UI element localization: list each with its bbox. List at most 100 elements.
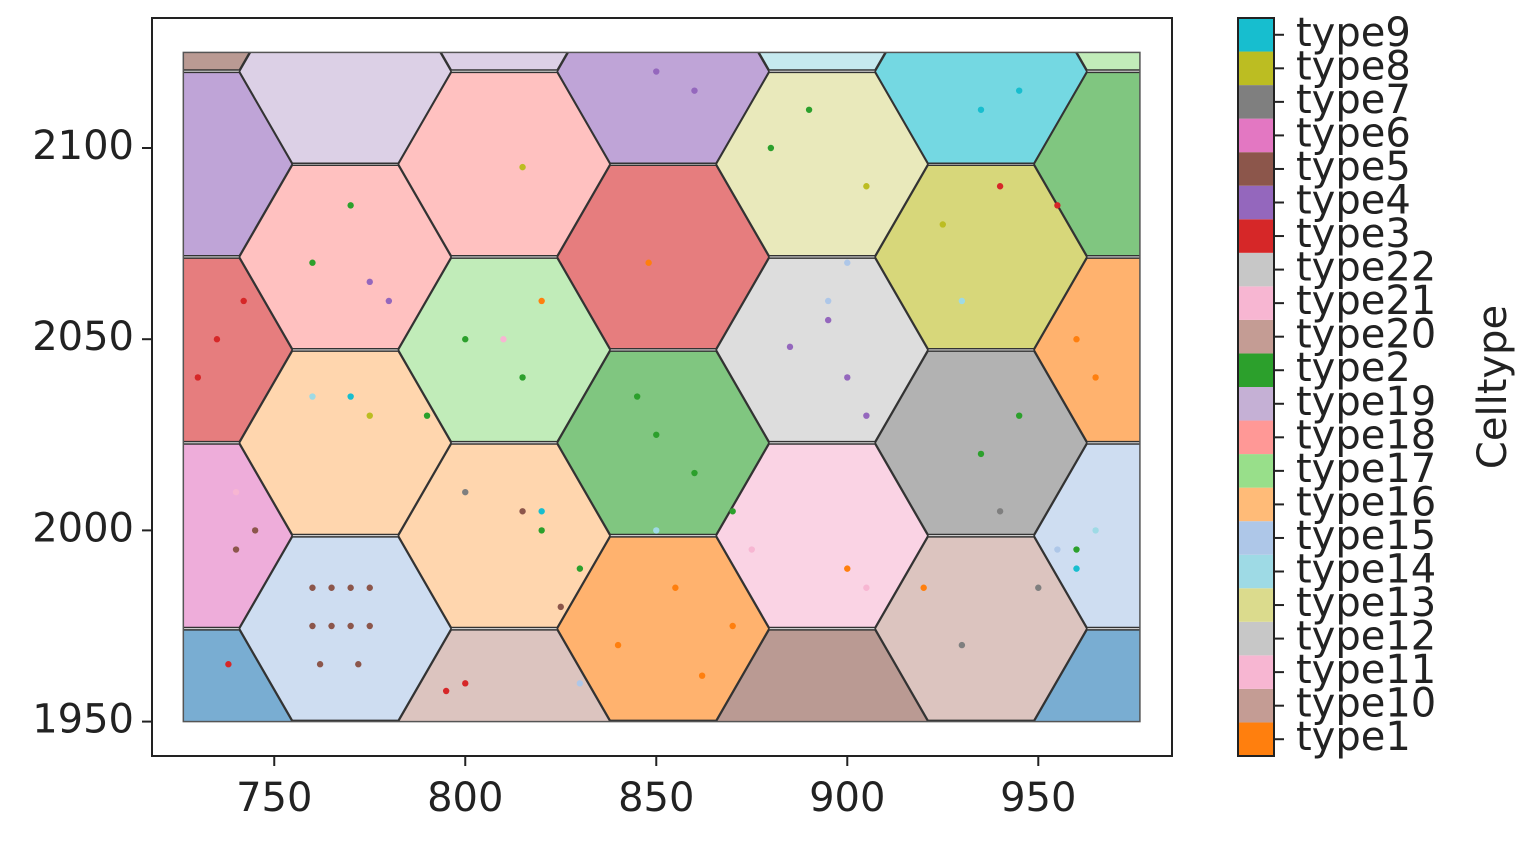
cell-point [653, 527, 660, 534]
legend-label: type6 [1296, 110, 1411, 156]
hexagon [1033, 629, 1140, 722]
colorbar-swatch [1238, 152, 1274, 186]
cell-point [240, 297, 247, 305]
cell-point [251, 527, 259, 534]
hexagon [238, 164, 452, 350]
cell-point [519, 374, 526, 381]
cell-point [519, 508, 526, 515]
cell-point [1073, 565, 1080, 572]
legend-label: type5 [1296, 144, 1411, 190]
colorbar-swatch [1238, 85, 1274, 119]
y-tick-label: 2000 [32, 505, 134, 551]
cell-point [1015, 87, 1023, 94]
hexagon [1076, 52, 1140, 71]
hexagon [556, 536, 770, 722]
cell-point [824, 316, 832, 324]
cell-point [232, 546, 240, 553]
cell-point [347, 202, 354, 209]
cell-point [1054, 202, 1061, 209]
cell-point [538, 527, 545, 534]
hexagon [1033, 257, 1140, 443]
hexagon [556, 350, 770, 536]
cell-point [844, 374, 851, 381]
cell-point [1092, 527, 1099, 534]
legend-label: type9 [1296, 10, 1411, 56]
cell-point [977, 106, 985, 113]
legend-label: type10 [1296, 681, 1436, 727]
cell-point [1092, 374, 1099, 381]
cell-point [462, 680, 469, 687]
cell-point [691, 469, 698, 477]
legend-label: type18 [1296, 412, 1436, 458]
hexagon [715, 443, 929, 629]
colorbar-swatch [1238, 118, 1274, 153]
colorbar-swatch [1238, 387, 1274, 421]
legend-label: type3 [1296, 211, 1411, 257]
colorbar-swatch [1238, 722, 1274, 756]
legend-label: type11 [1296, 647, 1436, 693]
hexagon [874, 536, 1088, 722]
hexbin-layer [183, 52, 1140, 722]
cell-point [557, 603, 564, 611]
hexagon [715, 257, 929, 443]
cell-point [347, 393, 354, 400]
legend-label: type1 [1296, 714, 1411, 760]
cell-point [576, 680, 584, 687]
x-tick-label: 750 [236, 775, 312, 821]
cell-point [844, 565, 851, 572]
legend-label: type14 [1296, 547, 1436, 593]
colorbar-swatch [1238, 51, 1274, 86]
cell-point [1073, 546, 1080, 553]
cell-point [232, 488, 240, 496]
cell-point [366, 622, 373, 630]
hexbin-extent [182, 51, 1141, 723]
cell-point [748, 546, 755, 553]
cell-point [366, 278, 373, 286]
colorbar-swatch [1238, 219, 1274, 253]
colorbar-swatch [1238, 621, 1274, 656]
cell-point [691, 87, 698, 94]
legend-label: type19 [1296, 379, 1436, 425]
cell-point [996, 183, 1004, 190]
cell-point [538, 508, 545, 515]
cell-point [462, 336, 469, 343]
legend-label: type8 [1296, 43, 1411, 89]
legend-label: type17 [1296, 446, 1436, 492]
hexagon [238, 350, 452, 536]
cell-point [653, 68, 660, 75]
hexagon [758, 52, 886, 71]
cell-point [1035, 584, 1042, 591]
cell-point [698, 672, 706, 679]
hexagon [715, 629, 929, 722]
cell-point [1073, 336, 1080, 343]
x-tick-label: 800 [427, 775, 503, 821]
colorbar-swatch [1238, 18, 1274, 52]
cell-point [633, 393, 641, 400]
x-tick-label: 950 [1000, 775, 1076, 821]
legend-label: type16 [1296, 479, 1436, 525]
cell-point [309, 393, 316, 400]
cell-point [366, 584, 373, 591]
cell-point [1015, 412, 1023, 419]
hexagon [397, 443, 611, 629]
legend-label: type13 [1296, 580, 1436, 626]
colorbar-swatch [1238, 420, 1274, 455]
colorbar-swatch [1238, 487, 1274, 522]
hexagon [183, 443, 294, 629]
hexagon [397, 257, 611, 443]
cell-point [767, 144, 775, 152]
cell-point [355, 661, 362, 668]
cell-point [614, 641, 622, 649]
hexagon [440, 52, 569, 71]
cell-point [309, 259, 316, 266]
cell-point [996, 508, 1004, 515]
cell-point [645, 259, 652, 266]
legend-label: type21 [1296, 278, 1436, 324]
colorbar-swatch [1238, 319, 1274, 354]
cell-point [729, 508, 736, 515]
colorbar-swatch [1238, 252, 1274, 287]
colorbar-swatch [1238, 688, 1274, 723]
cell-point [958, 297, 966, 305]
cell-point [309, 584, 316, 591]
cell-point [576, 565, 584, 572]
